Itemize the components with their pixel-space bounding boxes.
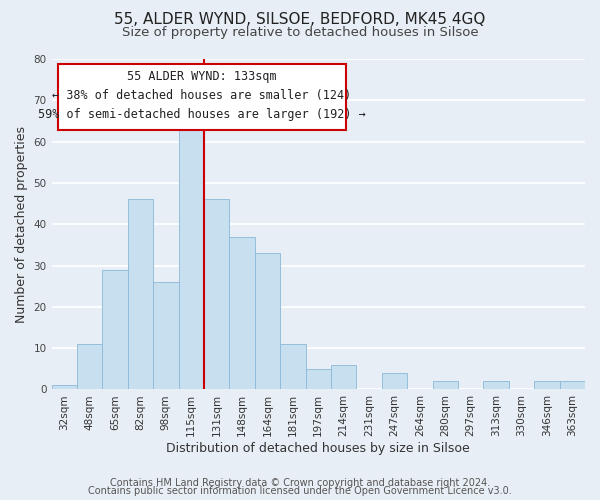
- Bar: [153, 282, 179, 390]
- Text: ← 38% of detached houses are smaller (124): ← 38% of detached houses are smaller (12…: [52, 89, 351, 102]
- Bar: [280, 344, 305, 390]
- X-axis label: Distribution of detached houses by size in Silsoe: Distribution of detached houses by size …: [166, 442, 470, 455]
- Text: 59% of semi-detached houses are larger (192) →: 59% of semi-detached houses are larger (…: [38, 108, 365, 121]
- Bar: [433, 381, 458, 390]
- Bar: [128, 200, 153, 390]
- Bar: [77, 344, 103, 390]
- Bar: [331, 364, 356, 390]
- Bar: [560, 381, 585, 390]
- Bar: [179, 125, 204, 390]
- Bar: [52, 386, 77, 390]
- Bar: [103, 270, 128, 390]
- Text: Contains HM Land Registry data © Crown copyright and database right 2024.: Contains HM Land Registry data © Crown c…: [110, 478, 490, 488]
- Bar: [484, 381, 509, 390]
- Text: Contains public sector information licensed under the Open Government Licence v3: Contains public sector information licen…: [88, 486, 512, 496]
- Bar: [255, 253, 280, 390]
- Y-axis label: Number of detached properties: Number of detached properties: [15, 126, 28, 322]
- Text: Size of property relative to detached houses in Silsoe: Size of property relative to detached ho…: [122, 26, 478, 39]
- Text: 55 ALDER WYND: 133sqm: 55 ALDER WYND: 133sqm: [127, 70, 277, 83]
- Bar: [204, 200, 229, 390]
- Bar: [382, 373, 407, 390]
- Text: 55, ALDER WYND, SILSOE, BEDFORD, MK45 4GQ: 55, ALDER WYND, SILSOE, BEDFORD, MK45 4G…: [115, 12, 485, 28]
- Bar: [229, 236, 255, 390]
- Bar: [534, 381, 560, 390]
- Bar: [305, 369, 331, 390]
